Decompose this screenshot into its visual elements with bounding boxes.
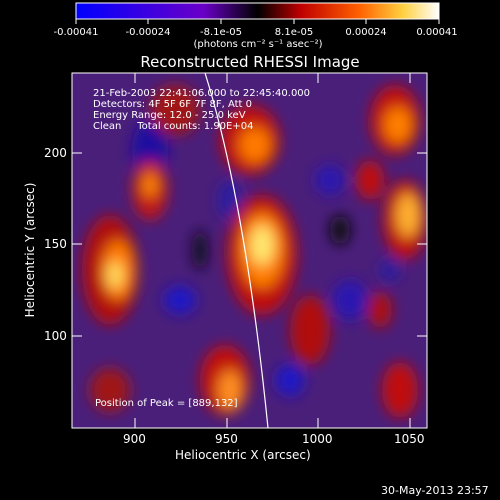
info-energy-range: Energy Range: 12.0 - 25.0 keV [93,110,246,121]
peak-position-label: Position of Peak = [889,132] [95,398,238,409]
footer-date: 30-May-2013 23:57 [381,484,489,497]
colorbar-unit: (photons cm⁻² s⁻¹ asec⁻²) [193,39,323,50]
x-tick-label: 950 [215,432,238,446]
solar-limb [204,73,269,428]
x-tick-label: 1050 [394,432,425,446]
colorbar-tick-label: 0.00024 [345,27,387,38]
info-detectors: Detectors: 4F 5F 6F 7F 8F, Att 0 [93,99,253,110]
colorbar-tick-label: 8.1e-05 [274,27,314,38]
y-ticks [72,152,427,337]
x-tick-label: 900 [123,432,146,446]
rhessi-image [72,73,427,428]
colorbar-tick-label: -0.00041 [53,27,99,38]
colorbar-tick-label: -8.1e-05 [200,27,242,38]
colorbar-ticks [75,19,440,24]
x-axis-label: Heliocentric X (arcsec) [175,448,311,462]
info-clean-counts: Clean Total counts: 1.90E+04 [93,121,254,132]
y-tick-label: 150 [44,237,67,251]
colorbar [75,2,440,20]
info-date-range: 21-Feb-2003 22:41:06.000 to 22:45:40.000 [93,88,311,99]
colorbar-tick-label: 0.00041 [416,27,458,38]
plot-frame [71,72,428,429]
plot-title: Reconstructed RHESSI Image [140,53,360,71]
y-tick-label: 100 [44,329,67,343]
y-axis-label: Heliocentric Y (arcsec) [23,182,37,318]
x-ticks [134,73,411,428]
x-tick-label: 1000 [302,432,333,446]
colorbar-tick-label: -0.00024 [125,27,171,38]
y-tick-label: 200 [44,146,67,160]
